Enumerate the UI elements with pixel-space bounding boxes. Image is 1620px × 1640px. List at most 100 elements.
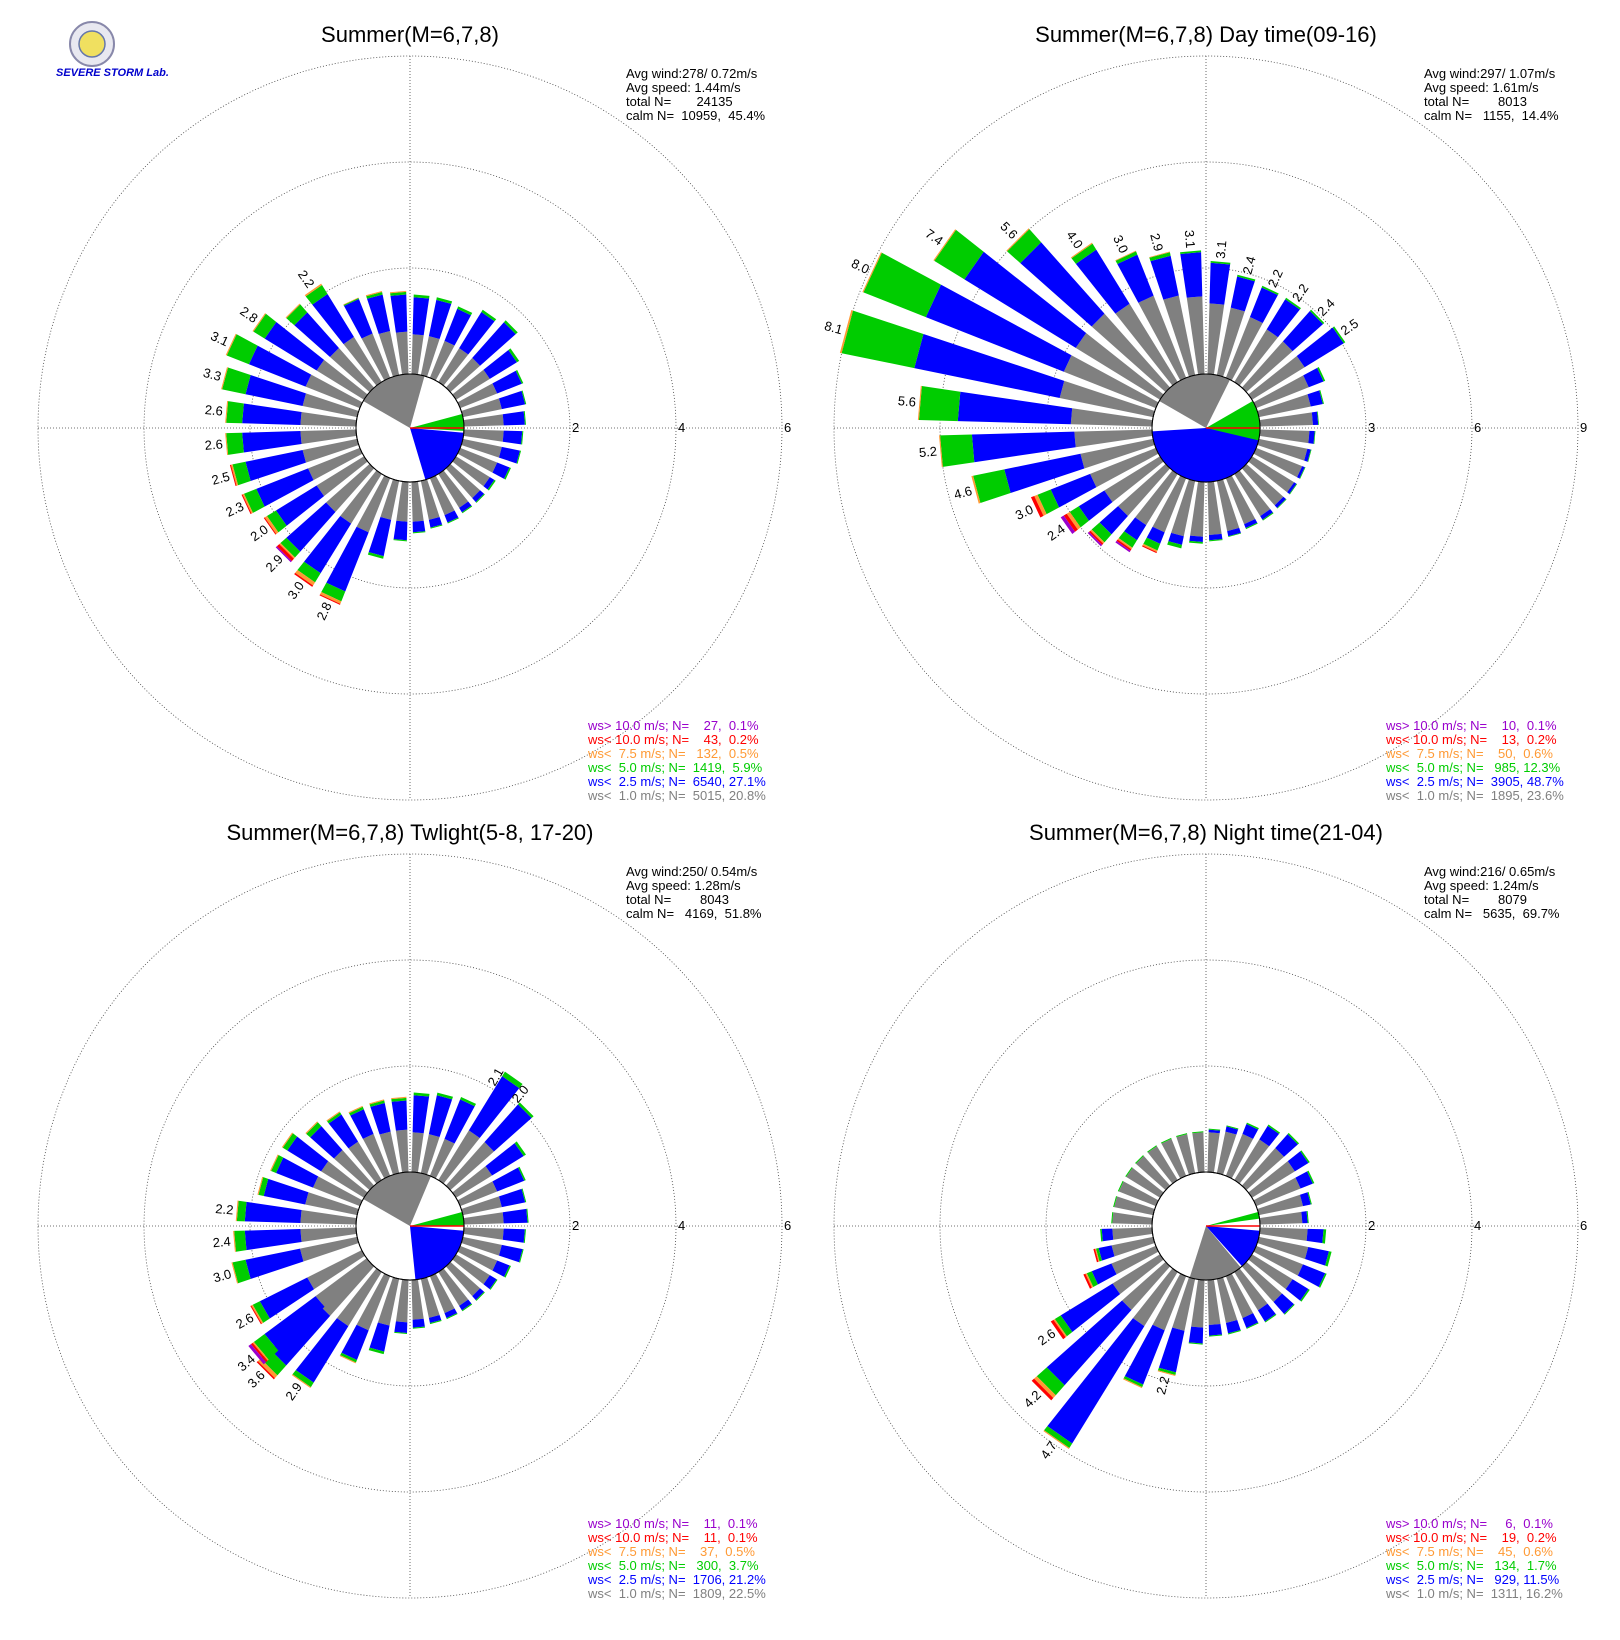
bar-value-label: 8.0 (849, 256, 872, 277)
bar-segment (1095, 1248, 1102, 1262)
bar-segment (1050, 1319, 1066, 1340)
bar-value-label: 2.9 (262, 551, 285, 574)
bar-segment (1307, 449, 1312, 462)
bar-segment (457, 1181, 498, 1207)
bar-segment (481, 309, 497, 322)
bar-segment (1060, 515, 1076, 534)
bar-segment (1189, 535, 1203, 543)
bar-segment (472, 1288, 485, 1301)
bar-segment (1242, 1313, 1259, 1328)
bar-segment (1209, 262, 1231, 305)
bar-value-label: 2.6 (204, 436, 223, 453)
bar-segment (389, 290, 407, 294)
bar-segment (1114, 1196, 1155, 1216)
bar-segment (1123, 1376, 1144, 1388)
calm-sector (410, 1212, 464, 1226)
bar-segment (429, 340, 455, 381)
bar-value-label: 2.4 (1044, 521, 1067, 544)
bar-segment (378, 330, 400, 377)
bar-segment (343, 297, 359, 305)
bar-segment (1216, 1277, 1238, 1324)
bar-segment (412, 1318, 425, 1328)
legend-entry: ws< 7.5 m/s; N= 37, 0.5% (587, 1544, 755, 1559)
bar-segment (1191, 1279, 1205, 1328)
bar-segment (485, 1143, 524, 1176)
bar-segment (349, 1106, 364, 1116)
bar-segment (1208, 1323, 1223, 1336)
calm-disc-outline (1151, 373, 1261, 483)
bar-value-label: 3.0 (1013, 502, 1036, 523)
bar-segment (339, 1355, 356, 1364)
bar-segment (304, 516, 352, 574)
bar-segment (1253, 1245, 1304, 1276)
bar-segment (1142, 545, 1157, 554)
bar-value-label: 2.8 (237, 303, 260, 326)
bar-segment (1266, 299, 1300, 338)
bar-segment (1152, 1273, 1187, 1331)
stat-total: total N= 24135 (626, 94, 733, 109)
bar-segment (502, 1071, 523, 1089)
bar-segment (1207, 481, 1222, 535)
bar-segment (1116, 539, 1132, 551)
bar-value-label: 5.6 (997, 219, 1020, 242)
bar-segment (319, 594, 341, 605)
bar-segment (1208, 1128, 1221, 1131)
bar-segment (1307, 1170, 1315, 1184)
bar-segment (446, 1313, 458, 1320)
legend-entry: ws< 10.0 m/s; N= 11, 0.1% (587, 1530, 758, 1545)
calm-disc-outline (355, 373, 465, 483)
bar-segment (348, 1105, 363, 1114)
bar-segment (411, 1132, 424, 1173)
bar-segment (286, 502, 336, 552)
bar-segment (1241, 341, 1293, 393)
panel-title: Summer(M=6,7,8) Day time(09-16) (1035, 22, 1377, 47)
legend-entry: ws< 1.0 m/s; N= 1311, 16.2% (1385, 1586, 1563, 1601)
bar-segment (310, 1126, 343, 1159)
ring-label: 2 (572, 420, 579, 435)
legend-entry: ws< 5.0 m/s; N= 1419, 5.9% (587, 760, 763, 775)
bar-segment (1285, 297, 1301, 310)
bar-segment (226, 401, 244, 424)
bar-segment (1259, 1211, 1303, 1225)
bar-segment (377, 1277, 400, 1326)
legend-entry: ws< 2.5 m/s; N= 6540, 27.1% (587, 774, 766, 789)
bar-segment (285, 303, 301, 319)
bar-value-label: 3.0 (1110, 233, 1131, 256)
legend-entry: ws> 10.0 m/s; N= 6, 0.1% (1385, 1516, 1553, 1531)
bar-segment (308, 447, 363, 481)
bar-segment (933, 229, 957, 261)
bar-segment (523, 411, 526, 425)
bar-segment (1259, 1227, 1308, 1241)
bar-segment (1087, 531, 1103, 547)
bar-segment (1282, 310, 1324, 352)
bar-segment (1085, 1273, 1094, 1288)
bar-value-label: 3.1 (1182, 229, 1199, 248)
bar-value-label: 2.0 (248, 522, 271, 545)
bar-segment (412, 520, 426, 533)
bar-segment (1287, 482, 1297, 495)
bar-value-label: 3.1 (208, 328, 231, 349)
bar-segment (1257, 1236, 1309, 1259)
bar-segment (1152, 475, 1187, 533)
bar-segment (263, 517, 277, 535)
bar-segment (243, 488, 265, 513)
bar-segment (266, 510, 287, 533)
ring-label: 4 (1474, 1218, 1481, 1233)
bar-segment (1259, 1125, 1280, 1147)
bar-segment (526, 1208, 529, 1223)
bar-segment (521, 431, 524, 445)
legend-entry: ws> 10.0 m/s; N= 10, 0.1% (1385, 718, 1557, 733)
bar-segment (1050, 473, 1097, 508)
bar-segment (276, 544, 294, 562)
bar-segment (429, 1319, 442, 1325)
bar-segment (1303, 367, 1324, 388)
bar-segment (457, 306, 473, 316)
bar-segment (305, 1121, 318, 1134)
bar-segment (245, 450, 306, 482)
bar-value-label: 2.4 (212, 1234, 231, 1251)
bar-segment (1071, 243, 1097, 264)
bar-value-label: 5.6 (897, 393, 916, 410)
bar-segment (1115, 540, 1131, 553)
bar-segment (367, 552, 384, 559)
panel-title: Summer(M=6,7,8) Twlight(5-8, 17-20) (226, 820, 593, 845)
